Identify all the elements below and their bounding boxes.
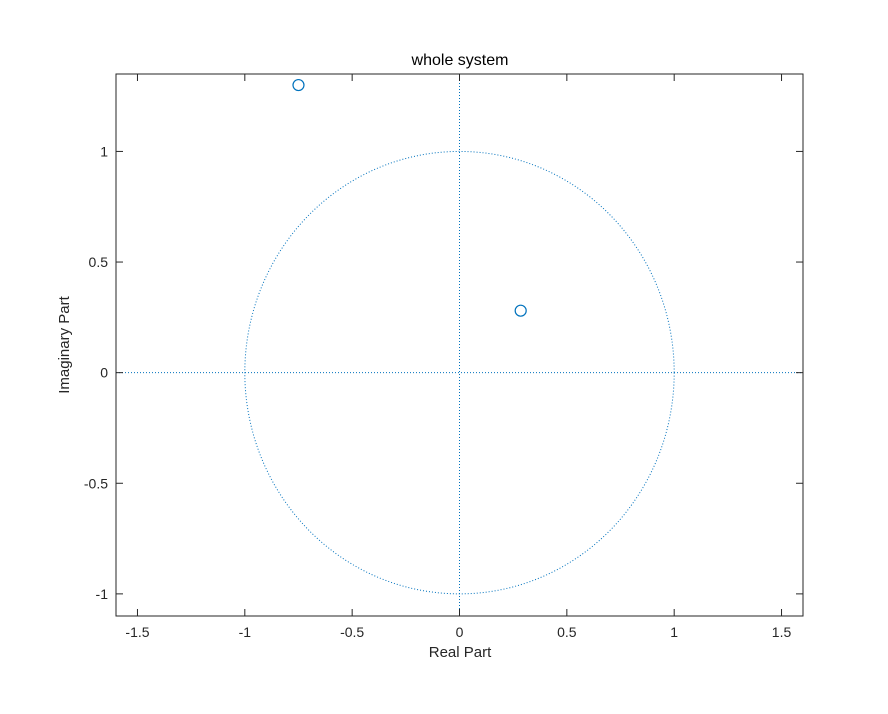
x-tick-label: 1.5 [772, 624, 792, 640]
x-tick-label: -1 [239, 624, 252, 640]
y-tick-label: 1 [100, 143, 108, 159]
y-axis-ticks: -1 -0.5 0 0.5 1 [84, 143, 803, 602]
unit-circle [244, 150, 675, 595]
x-axis-ticks: -1.5 -1 -0.5 0 0.5 1 1.5 [125, 74, 791, 640]
x-tick-label: 0 [456, 624, 464, 640]
x-tick-label: 1 [670, 624, 678, 640]
zero-marker [292, 78, 305, 92]
y-tick-label: 0 [100, 365, 108, 381]
chart-title: whole system [411, 52, 509, 69]
y-axis-label: Imaginary Part [56, 295, 73, 393]
y-tick-label: -1 [96, 586, 109, 602]
zero-marker [514, 304, 527, 317]
plot-area [115, 73, 804, 617]
x-axis-label: Real Part [429, 644, 492, 661]
y-tick-label: 0.5 [89, 254, 109, 270]
y-tick-label: -0.5 [84, 475, 108, 491]
x-tick-label: -1.5 [125, 624, 149, 640]
x-tick-label: 0.5 [557, 624, 577, 640]
x-tick-label: -0.5 [340, 624, 364, 640]
